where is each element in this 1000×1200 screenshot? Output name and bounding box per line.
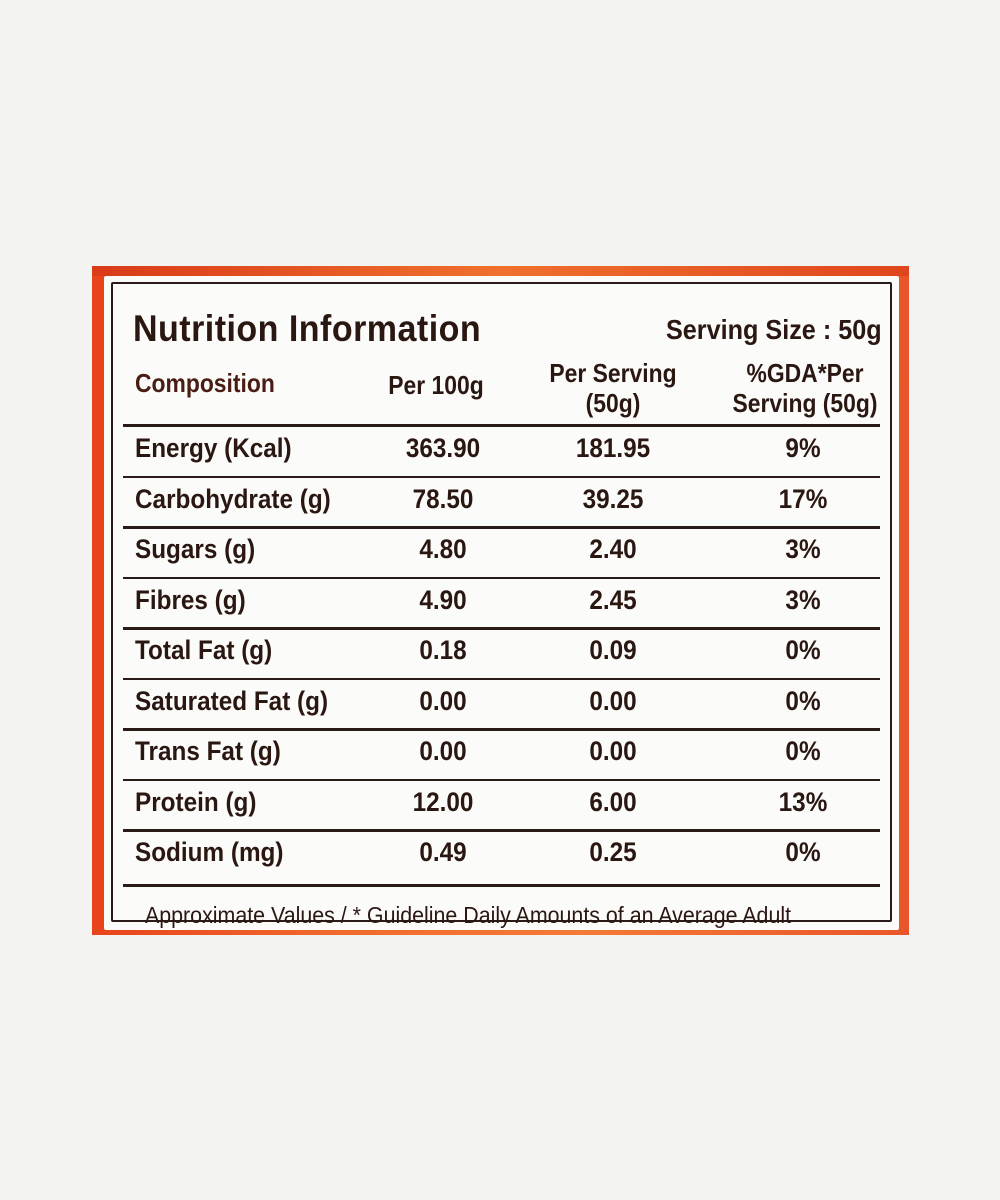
value-per-serving: 6.00 bbox=[589, 786, 637, 817]
table-row: Carbohydrate (g) 78.50 39.25 17% bbox=[113, 478, 890, 526]
header-gda-line1: %GDA*Per bbox=[746, 358, 864, 388]
value-per-serving: 0.09 bbox=[589, 635, 637, 665]
nutrient-name: Carbohydrate (g) bbox=[135, 483, 331, 514]
value-per-serving: 2.45 bbox=[589, 584, 637, 615]
label-title: Nutrition Information bbox=[133, 308, 482, 349]
value-per-serving: 0.00 bbox=[589, 685, 637, 716]
value-per-100g: 363.90 bbox=[405, 433, 481, 463]
table-row: Total Fat (g) 0.18 0.09 0% bbox=[113, 629, 890, 677]
nutrient-name: Saturated Fat (g) bbox=[135, 685, 329, 716]
header-gda: %GDA*Per Serving (50g) bbox=[717, 358, 893, 418]
value-per-100g: 78.50 bbox=[412, 483, 474, 514]
value-gda: 3% bbox=[785, 534, 821, 564]
table-row: Trans Fat (g) 0.00 0.00 0% bbox=[113, 730, 890, 778]
value-per-100g: 0.49 bbox=[419, 837, 467, 867]
nutrient-name: Sodium (mg) bbox=[135, 837, 284, 867]
table-row: Saturated Fat (g) 0.00 0.00 0% bbox=[113, 680, 890, 728]
value-per-serving: 0.00 bbox=[589, 736, 637, 766]
value-gda: 0% bbox=[785, 736, 821, 766]
nutrient-name: Energy (Kcal) bbox=[135, 433, 292, 463]
value-gda: 0% bbox=[785, 837, 821, 867]
label-border: Nutrition Information Serving Size : 50g… bbox=[111, 282, 893, 928]
row-divider bbox=[123, 829, 880, 832]
value-per-100g: 0.18 bbox=[419, 635, 467, 665]
nutrient-name: Protein (g) bbox=[135, 786, 257, 817]
package-edge bbox=[92, 266, 909, 276]
value-per-100g: 4.90 bbox=[419, 584, 467, 615]
header-divider bbox=[123, 424, 880, 427]
table-row: Energy (Kcal) 363.90 181.95 9% bbox=[113, 427, 890, 475]
header-gda-line2: Serving (50g) bbox=[732, 388, 878, 418]
row-divider bbox=[123, 677, 880, 680]
value-per-serving: 0.25 bbox=[589, 837, 637, 867]
footnote: Approximate Values / * Guideline Daily A… bbox=[145, 902, 792, 928]
header-per-serving: Per Serving (50g) bbox=[538, 358, 688, 418]
value-per-100g: 4.80 bbox=[419, 534, 467, 564]
nutrient-name: Sugars (g) bbox=[135, 534, 256, 564]
row-divider bbox=[123, 576, 880, 579]
value-gda: 13% bbox=[778, 786, 828, 817]
row-divider bbox=[123, 526, 880, 529]
value-per-serving: 39.25 bbox=[582, 483, 644, 514]
value-per-100g: 12.00 bbox=[412, 786, 474, 817]
header-composition: Composition bbox=[135, 368, 275, 398]
serving-size: Serving Size : 50g bbox=[666, 314, 882, 345]
value-per-serving: 2.40 bbox=[589, 534, 637, 564]
nutrient-name: Total Fat (g) bbox=[135, 635, 273, 665]
table-row: Sugars (g) 4.80 2.40 3% bbox=[113, 528, 890, 576]
value-per-serving: 181.95 bbox=[575, 433, 651, 463]
row-divider bbox=[123, 475, 880, 478]
header-per-serving-line1: Per Serving bbox=[549, 358, 677, 388]
header-per-serving-line2: (50g) bbox=[585, 388, 641, 418]
footer-divider bbox=[123, 884, 880, 887]
value-gda: 9% bbox=[785, 433, 821, 463]
value-gda: 0% bbox=[785, 685, 821, 716]
product-package-photo: Nutrition Information Serving Size : 50g… bbox=[92, 266, 909, 935]
value-gda: 0% bbox=[785, 635, 821, 665]
value-per-100g: 0.00 bbox=[419, 736, 467, 766]
value-gda: 3% bbox=[785, 584, 821, 615]
nutrition-label: Nutrition Information Serving Size : 50g… bbox=[104, 276, 899, 930]
value-gda: 17% bbox=[778, 483, 828, 514]
header-per-100g: Per 100g bbox=[388, 370, 484, 400]
table-row: Protein (g) 12.00 6.00 13% bbox=[113, 781, 890, 829]
row-divider bbox=[123, 778, 880, 781]
row-divider bbox=[123, 627, 880, 630]
row-divider bbox=[123, 728, 880, 731]
table-row: Fibres (g) 4.90 2.45 3% bbox=[113, 579, 890, 627]
nutrient-name: Fibres (g) bbox=[135, 584, 246, 615]
value-per-100g: 0.00 bbox=[419, 685, 467, 716]
table-row: Sodium (mg) 0.49 0.25 0% bbox=[113, 831, 890, 879]
nutrient-name: Trans Fat (g) bbox=[135, 736, 281, 766]
